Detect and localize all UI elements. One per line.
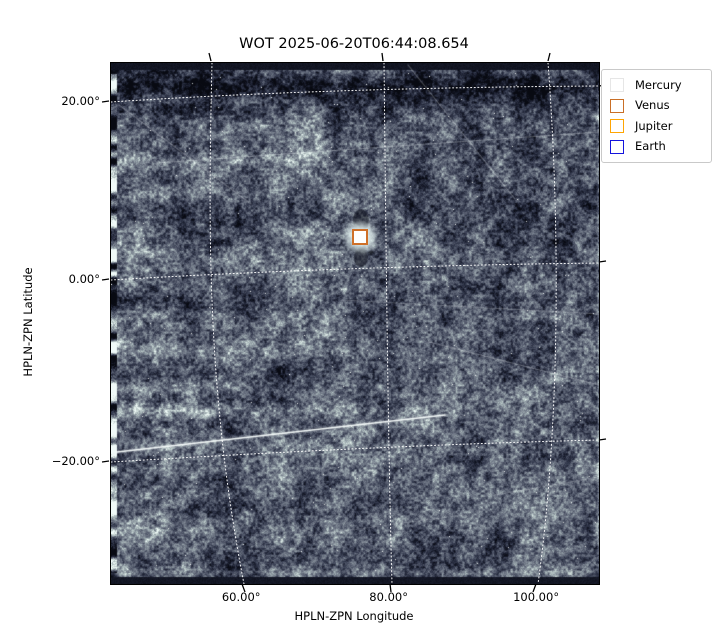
legend-label: Venus	[635, 98, 670, 112]
tick-top	[547, 52, 551, 62]
tick-left	[101, 100, 110, 103]
tick-left	[101, 460, 110, 463]
tick-right	[598, 260, 607, 263]
legend: Mercury Venus Jupiter Earth	[601, 69, 712, 163]
x-tick-label: 100.00°	[513, 590, 560, 604]
legend-item-jupiter: Jupiter	[610, 116, 702, 137]
x-tick-label: 80.00°	[369, 590, 408, 604]
tick-top	[208, 52, 212, 62]
tick-left	[101, 278, 110, 281]
legend-label: Jupiter	[635, 118, 673, 133]
legend-item-earth: Earth	[610, 137, 702, 158]
legend-item-mercury: Mercury	[610, 75, 702, 96]
plot-title: WOT 2025-06-20T06:44:08.654	[239, 36, 469, 52]
legend-swatch-icon	[610, 98, 624, 113]
legend-label: Earth	[635, 139, 666, 153]
venus-marker	[352, 228, 369, 245]
legend-swatch-icon	[610, 78, 624, 93]
sky-image-canvas	[111, 63, 599, 584]
legend-item-venus: Venus	[610, 96, 702, 117]
y-tick-label: 20.00°	[61, 94, 100, 109]
tick-right	[598, 438, 607, 441]
x-tick-label: 60.00°	[221, 590, 261, 604]
y-tick-label: 0.00°	[68, 271, 100, 286]
x-axis-label: HPLN-ZPN Longitude	[294, 609, 414, 623]
tick-top	[381, 52, 384, 62]
legend-swatch-icon	[610, 119, 624, 134]
plot-area	[110, 62, 600, 585]
legend-swatch-icon	[610, 139, 624, 154]
y-tick-label: −20.00°	[51, 453, 100, 468]
y-axis-label: HPLN-ZPN Latitude	[21, 267, 35, 377]
legend-label: Mercury	[635, 77, 682, 92]
